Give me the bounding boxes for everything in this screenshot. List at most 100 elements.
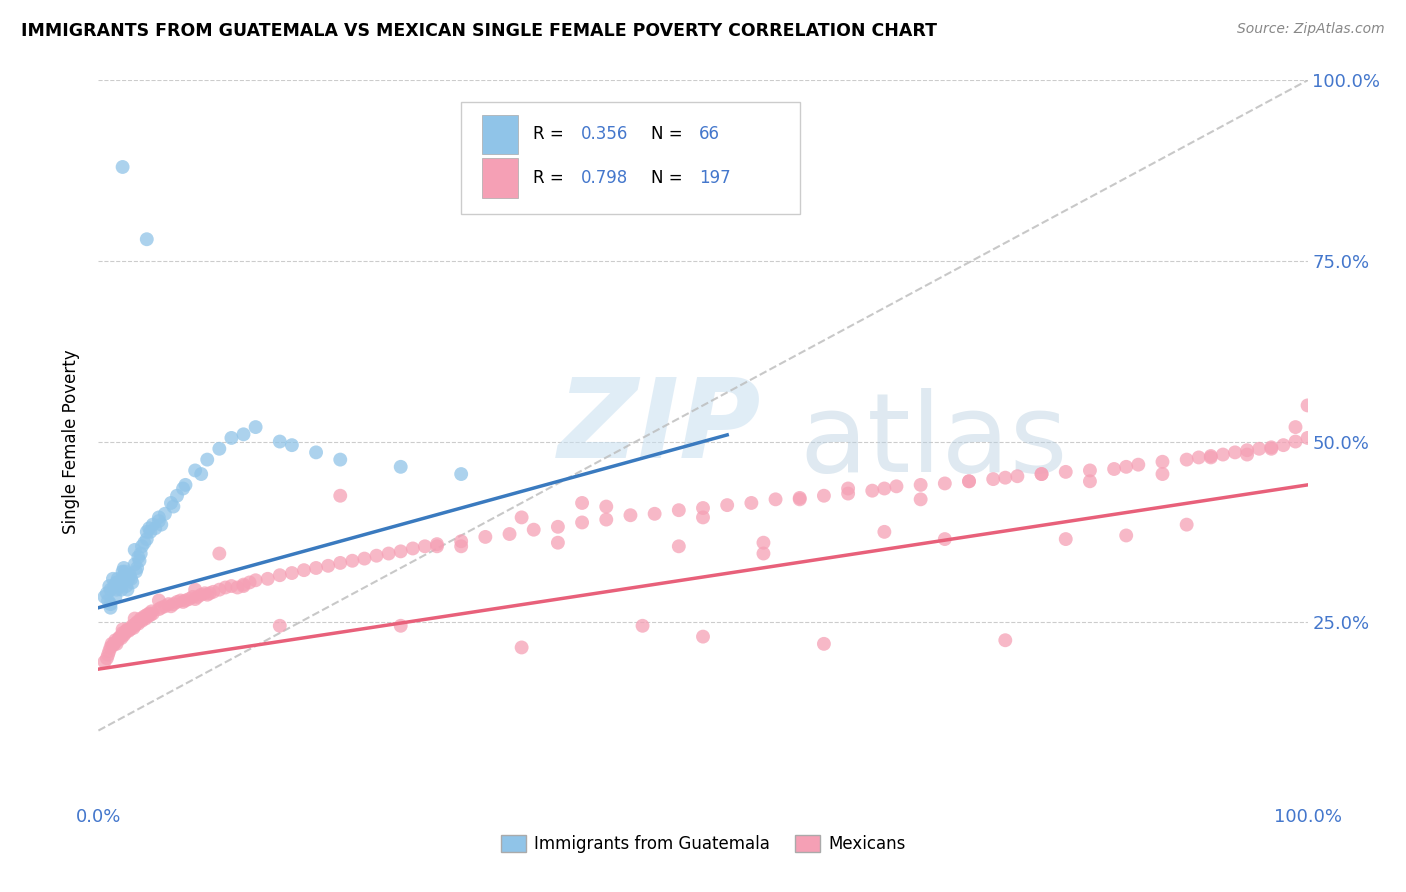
Point — [1284, 420, 1306, 434]
Point — [221, 579, 243, 593]
Point — [100, 597, 122, 611]
Point — [765, 492, 787, 507]
Point — [114, 626, 136, 640]
Point — [342, 554, 364, 568]
Point — [162, 500, 184, 514]
Point — [98, 579, 121, 593]
Point — [118, 572, 141, 586]
Point — [305, 445, 328, 459]
Text: 197: 197 — [699, 169, 731, 186]
Point — [111, 623, 134, 637]
Point — [510, 640, 533, 655]
Point — [245, 574, 267, 588]
Point — [1152, 455, 1174, 469]
Bar — [482, 158, 517, 198]
Point — [571, 496, 593, 510]
Text: R =: R = — [533, 126, 568, 144]
Point — [402, 541, 425, 556]
Point — [103, 637, 125, 651]
Point — [1031, 467, 1053, 481]
Point — [100, 582, 122, 597]
Point — [148, 510, 170, 524]
Point — [139, 607, 162, 622]
Point — [100, 600, 122, 615]
Point — [136, 609, 159, 624]
Point — [111, 626, 134, 640]
Point — [124, 611, 146, 625]
Point — [692, 630, 714, 644]
Point — [114, 565, 136, 579]
Legend: Immigrants from Guatemala, Mexicans: Immigrants from Guatemala, Mexicans — [494, 828, 912, 860]
Point — [150, 600, 173, 615]
Point — [389, 459, 412, 474]
Point — [994, 470, 1017, 484]
Point — [121, 575, 143, 590]
Point — [292, 563, 315, 577]
Point — [1128, 458, 1150, 472]
Point — [129, 611, 152, 625]
Point — [174, 593, 197, 607]
Point — [124, 619, 146, 633]
Point — [104, 633, 127, 648]
Point — [692, 501, 714, 516]
Point — [135, 611, 157, 625]
Point — [886, 479, 908, 493]
Point — [668, 503, 690, 517]
Text: ZIP: ZIP — [558, 374, 762, 481]
Text: R =: R = — [533, 169, 568, 186]
Point — [1078, 475, 1101, 489]
Point — [105, 637, 128, 651]
Point — [523, 523, 546, 537]
Point — [134, 609, 156, 624]
Point — [498, 527, 520, 541]
Point — [1284, 434, 1306, 449]
Point — [124, 542, 146, 557]
Point — [134, 535, 156, 549]
Point — [128, 554, 150, 568]
Point — [194, 586, 217, 600]
Point — [179, 592, 201, 607]
Point — [93, 590, 115, 604]
Point — [195, 588, 218, 602]
Point — [873, 524, 896, 539]
Point — [1175, 452, 1198, 467]
Text: N =: N = — [651, 126, 688, 144]
Text: Source: ZipAtlas.com: Source: ZipAtlas.com — [1237, 22, 1385, 37]
Point — [142, 517, 165, 532]
Point — [595, 500, 617, 514]
Text: atlas: atlas — [800, 388, 1069, 495]
Point — [153, 599, 176, 614]
Point — [97, 593, 120, 607]
Point — [450, 539, 472, 553]
Point — [135, 232, 157, 246]
Point — [221, 431, 243, 445]
Point — [135, 532, 157, 546]
Point — [789, 491, 811, 505]
Text: 66: 66 — [699, 126, 720, 144]
Point — [426, 539, 449, 553]
Point — [957, 475, 980, 489]
Point — [153, 507, 176, 521]
Point — [117, 582, 139, 597]
Point — [142, 607, 165, 621]
Point — [934, 532, 956, 546]
Point — [125, 616, 148, 631]
Point — [110, 631, 132, 645]
Point — [450, 534, 472, 549]
Point — [510, 510, 533, 524]
Point — [232, 579, 254, 593]
Point — [172, 595, 194, 609]
Text: 0.356: 0.356 — [581, 126, 628, 144]
Point — [111, 572, 134, 586]
Point — [127, 615, 149, 630]
Point — [105, 575, 128, 590]
Point — [121, 619, 143, 633]
Text: 0.798: 0.798 — [581, 169, 628, 186]
Point — [1236, 448, 1258, 462]
Point — [281, 438, 304, 452]
Point — [1007, 469, 1029, 483]
Point — [474, 530, 496, 544]
Point — [752, 547, 775, 561]
Point — [127, 550, 149, 565]
Point — [169, 593, 191, 607]
